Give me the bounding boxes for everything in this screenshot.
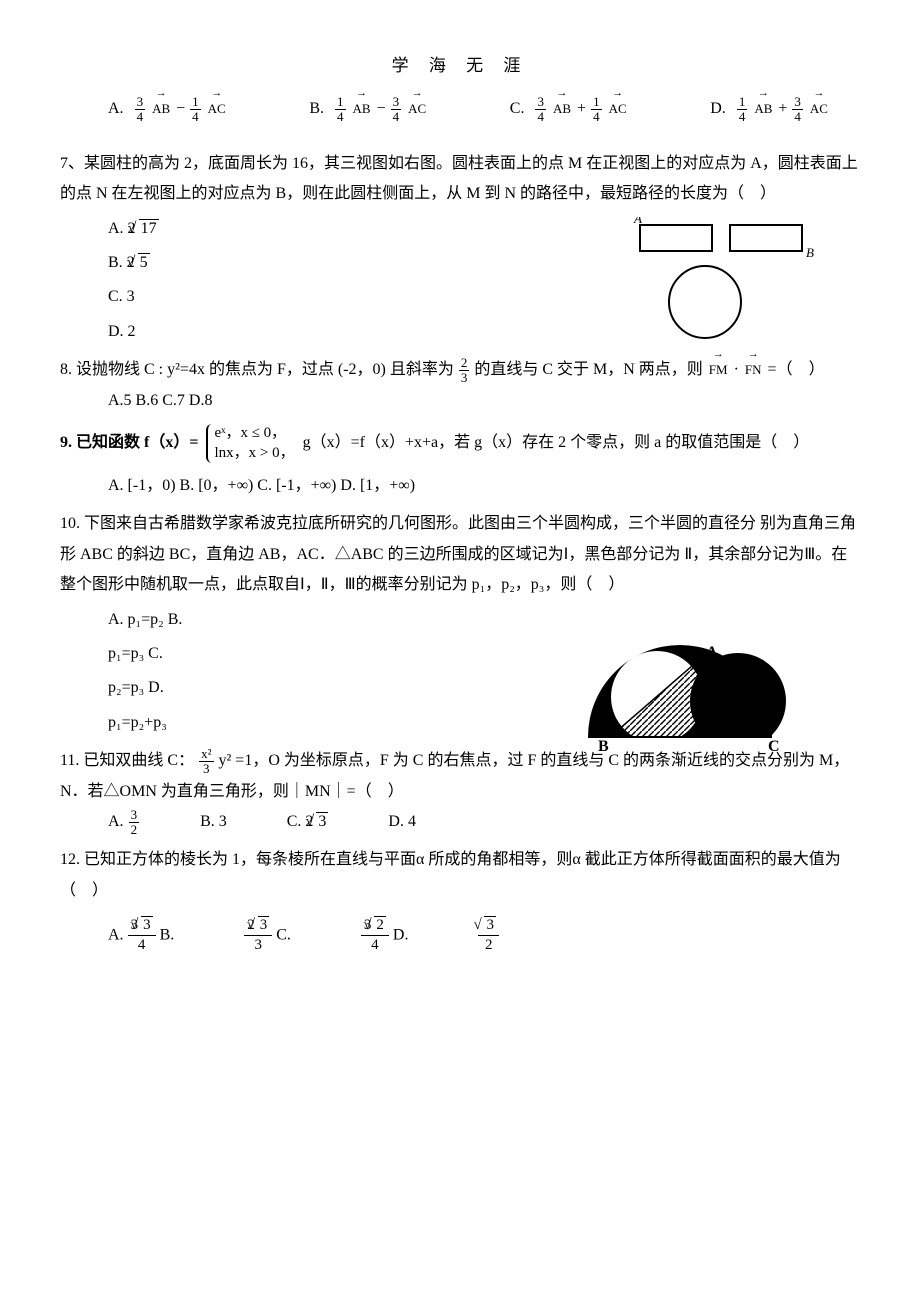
q6-opt-a: A. 34 →AB − 14 →AC — [108, 94, 228, 125]
q10-text: 10. 下图来自古希腊数学家希波克拉底所研究的几何图形。此图由三个半圆构成，三个… — [60, 509, 860, 600]
q6-opt-d: D. 14 →AB + 34 →AC — [710, 94, 830, 125]
q10-opt-d: p₁=p₂+p₃ — [108, 708, 360, 738]
svg-text:B: B — [598, 738, 609, 755]
q10-opt-a: A. p₁=p₂ B. — [108, 605, 360, 635]
q8-text-c: =（ ） — [768, 361, 825, 378]
q7: 7、某圆柱的高为 2，底面周长为 16，其三视图如右图。圆柱表面上的点 M 在正… — [60, 149, 860, 347]
svg-text:B: B — [806, 245, 814, 260]
q11-opt-d: D. 4 — [388, 807, 416, 837]
q8-text-a: 8. 设抛物线 C : y²=4x 的焦点为 F，过点 (-2，0) 且斜率为 — [60, 361, 454, 378]
q10-opt-c: p₂=p₃ D. — [108, 673, 360, 703]
q9-text-b: g（x）=f（x）+x+a，若 g（x）存在 2 个零点，则 a 的取值范围是（… — [303, 434, 810, 451]
q6-options: A. 34 →AB − 14 →AC B. 14 →AB − 34 →AC C.… — [60, 94, 860, 125]
svg-text:A: A — [706, 644, 718, 661]
q11-opt-c: C. 23 — [287, 807, 329, 837]
q10: 10. 下图来自古希腊数学家希波克拉底所研究的几何图形。此图由三个半圆构成，三个… — [60, 509, 860, 738]
q6-opt-c: C. 34 →AB + 14 →AC — [510, 94, 629, 125]
q11-text-a: 11. 已知双曲线 C： — [60, 752, 194, 769]
q11-opt-b: B. 3 — [200, 807, 227, 837]
page-header: 学 海 无 涯 — [60, 50, 860, 82]
hippocrates-figure: A B C — [570, 629, 800, 759]
q12-opt-c: 32 4 D. — [361, 916, 409, 956]
q12-text: 12. 已知正方体的棱长为 1，每条棱所在直线与平面α 所成的角都相等，则α 截… — [60, 845, 860, 906]
q12-opt-b: 23 3 C. — [244, 916, 291, 956]
q8: 8. 设抛物线 C : y²=4x 的焦点为 F，过点 (-2，0) 且斜率为 … — [60, 355, 860, 416]
q11-opt-a: A. 32 — [108, 807, 140, 837]
q8-options: A.5 B.6 C.7 D.8 — [60, 386, 860, 416]
q12: 12. 已知正方体的棱长为 1，每条棱所在直线与平面α 所成的角都相等，则α 截… — [60, 845, 860, 955]
q12-opt-d: 3 2 — [478, 916, 499, 956]
q11: 11. 已知双曲线 C： x²3 y² =1，O 为坐标原点，F 为 C 的右焦… — [60, 746, 860, 837]
svg-text:A: A — [633, 217, 642, 226]
piecewise-function: eˣ，x ≤ 0， lnx，x > 0， — [206, 424, 294, 463]
q8-text-b: 的直线与 C 交于 M，N 两点，则 — [474, 361, 702, 378]
q11-options: A. 32 B. 3 C. 23 D. 4 — [60, 807, 860, 837]
q10-opt-b: p₁=p₃ C. — [108, 639, 360, 669]
svg-text:C: C — [768, 738, 780, 755]
q9-text-a: 9. 已知函数 f（x）= — [60, 434, 198, 451]
q6-opt-b: B. 14 →AB − 34 →AC — [309, 94, 428, 125]
q7-text: 7、某圆柱的高为 2，底面周长为 16，其三视图如右图。圆柱表面上的点 M 在正… — [60, 149, 860, 210]
q12-options: A. 33 4 B. 23 3 C. 32 4 D. 3 2 — [60, 916, 860, 956]
q12-opt-a: A. 33 4 B. — [108, 916, 174, 956]
cylinder-three-view-figure: A B — [620, 217, 820, 347]
q9: 9. 已知函数 f（x）= eˣ，x ≤ 0， lnx，x > 0， g（x）=… — [60, 424, 860, 501]
q9-options: A. [-1，0) B. [0，+∞) C. [-1，+∞) D. [1，+∞) — [60, 471, 860, 501]
